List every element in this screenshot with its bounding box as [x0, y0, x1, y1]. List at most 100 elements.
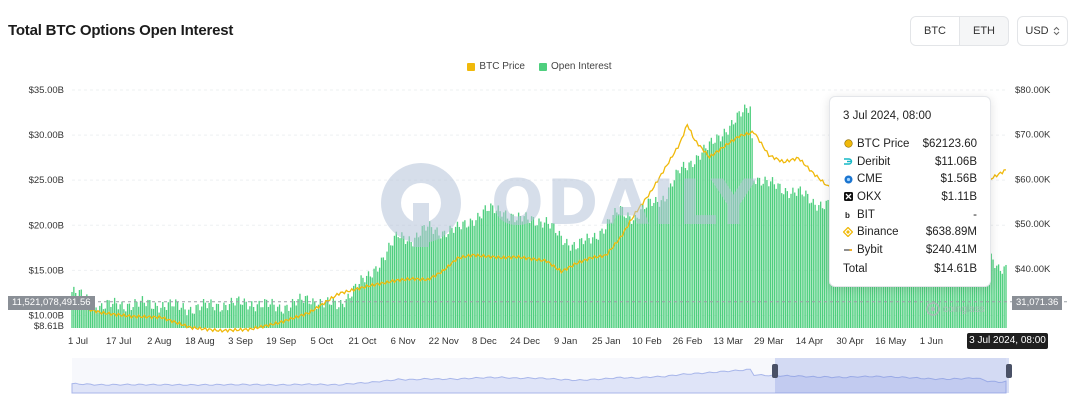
oi-bar — [71, 292, 73, 328]
oi-bar — [671, 186, 674, 328]
legend-item-price[interactable]: BTC Price — [467, 61, 525, 72]
oi-bar — [353, 285, 355, 328]
oi-bar — [206, 308, 208, 328]
oi-bar — [386, 251, 388, 328]
legend-item-oi[interactable]: Open Interest — [538, 61, 612, 72]
oi-bar — [553, 223, 555, 328]
oi-bar — [239, 304, 242, 328]
oi-bar — [769, 181, 772, 328]
oi-bar — [567, 245, 570, 328]
x-tick-label: 22 Nov — [429, 336, 459, 347]
oi-bar — [486, 210, 488, 328]
okx-icon — [843, 192, 853, 202]
oi-bar — [721, 136, 724, 328]
oi-bar — [136, 301, 138, 328]
oi-bar — [508, 220, 511, 328]
oi-bar — [427, 226, 429, 328]
oi-bar — [603, 233, 605, 328]
oi-bar — [684, 167, 687, 328]
oi-bar — [110, 306, 112, 328]
oi-bar — [992, 259, 994, 328]
oi-bar — [810, 202, 813, 328]
oi-bar — [729, 125, 731, 328]
oi-bar — [267, 306, 270, 328]
oi-bar — [269, 304, 271, 328]
oi-bar — [217, 303, 220, 328]
oi-bar — [204, 302, 207, 328]
oi-bar — [315, 308, 318, 328]
oi-bar — [808, 203, 811, 328]
asset-toggle: BTC ETH — [910, 16, 1009, 46]
oi-bar — [701, 152, 703, 328]
oi-bar — [999, 270, 1002, 328]
y-right-tick-label: $40.00K — [1015, 264, 1051, 275]
oi-bar — [89, 307, 92, 328]
legend-price-label: BTC Price — [479, 61, 525, 72]
x-tick-label: 3 Sep — [228, 336, 253, 347]
oi-bar — [805, 190, 807, 328]
navigator-handle[interactable] — [1006, 364, 1012, 378]
y-left-tick-label: $8.61B — [34, 321, 64, 332]
oi-bar — [349, 298, 351, 328]
oi-bar — [753, 180, 755, 328]
oi-bar — [249, 306, 251, 328]
oi-bar — [688, 162, 690, 328]
oi-bar — [764, 176, 766, 328]
oi-bar — [534, 225, 536, 328]
oi-bar — [782, 194, 785, 328]
oi-bar — [277, 306, 279, 328]
x-tick-label: 17 Jul — [106, 336, 131, 347]
oi-bar — [694, 164, 696, 328]
oi-bar — [745, 108, 748, 328]
y-left-tick-label: $30.00B — [29, 130, 64, 141]
oi-bar — [710, 137, 713, 328]
oi-bar — [360, 275, 362, 328]
oi-bar — [527, 219, 529, 328]
oi-bar — [408, 236, 410, 328]
oi-bar — [686, 170, 688, 328]
btc-toggle-button[interactable]: BTC — [911, 17, 960, 45]
oi-bar — [643, 209, 646, 328]
oi-bar — [996, 265, 998, 328]
oi-bar — [477, 212, 479, 328]
oi-bar — [449, 225, 451, 328]
oi-bar — [165, 309, 168, 328]
oi-bar — [653, 202, 655, 328]
oi-bar — [647, 198, 650, 328]
oi-bar — [543, 222, 546, 328]
oi-bar — [632, 220, 635, 328]
oi-bar — [584, 240, 586, 328]
oi-bar — [428, 221, 431, 328]
navigator-handle[interactable] — [772, 364, 778, 378]
oi-bar — [579, 238, 581, 328]
oi-bar — [812, 198, 814, 328]
oi-bar — [1005, 264, 1007, 328]
oi-bar — [797, 188, 800, 328]
oi-bar — [716, 134, 718, 328]
oi-bar — [630, 223, 633, 328]
oi-bar — [221, 310, 223, 328]
oi-bar — [801, 194, 803, 328]
oi-bar — [673, 180, 675, 328]
oi-bar — [751, 138, 753, 328]
y-left-tick-label: $10.00B — [29, 310, 64, 321]
oi-bar — [681, 166, 683, 328]
oi-bar — [651, 205, 653, 328]
oi-bar — [669, 183, 672, 328]
oi-bar — [597, 239, 599, 328]
oi-bar — [130, 309, 132, 328]
oi-bar — [282, 313, 284, 328]
navigator-selection[interactable] — [775, 358, 1009, 393]
eth-toggle-button[interactable]: ETH — [973, 25, 995, 37]
x-tick-label: 2 Aug — [147, 336, 171, 347]
oi-bar — [310, 304, 312, 328]
x-tick-label: 30 Apr — [836, 336, 863, 347]
legend-oi-label: Open Interest — [550, 61, 612, 72]
oi-bar — [121, 301, 123, 328]
oi-bar — [340, 300, 342, 328]
currency-select[interactable]: USD — [1017, 16, 1068, 46]
tooltip-value: - — [973, 208, 977, 221]
oi-bar — [91, 305, 94, 328]
oi-bar — [88, 298, 90, 328]
oi-bar — [440, 238, 442, 328]
